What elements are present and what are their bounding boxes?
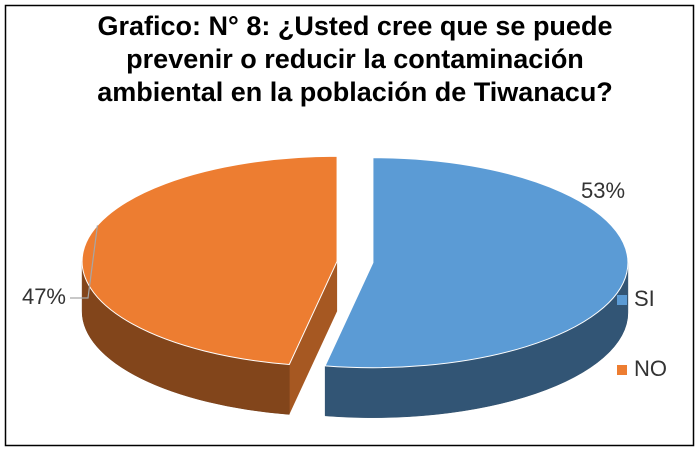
- data-label: 53%: [581, 178, 625, 203]
- legend-label: NO: [634, 356, 667, 381]
- slice-cut-face: [289, 261, 338, 415]
- chart-title: Grafico: N° 8: ¿Usted cree que se puede …: [97, 11, 613, 107]
- legend-label: SI: [634, 286, 655, 311]
- legend-swatch: [617, 295, 627, 305]
- leader-line: [70, 225, 99, 299]
- data-label: 47%: [22, 284, 66, 309]
- legend-swatch: [617, 365, 627, 375]
- pie-slice: [81, 155, 338, 365]
- pie-slice: [324, 157, 629, 369]
